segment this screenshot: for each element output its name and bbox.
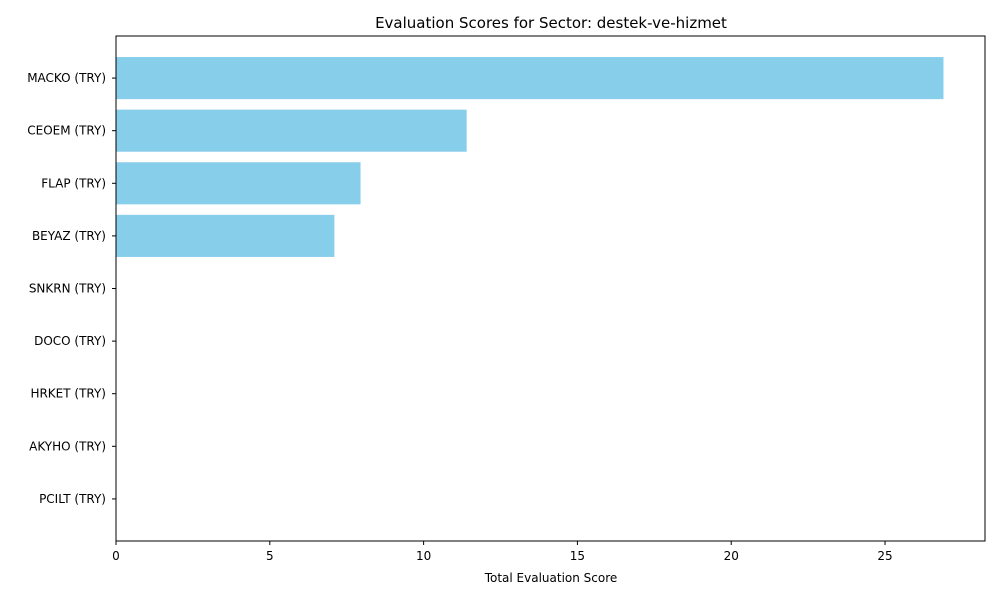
y-tick-label: HRKET (TRY): [30, 387, 106, 401]
bar-group: [116, 57, 944, 257]
chart-title: Evaluation Scores for Sector: destek-ve-…: [375, 14, 727, 32]
y-tick-label: SNKRN (TRY): [29, 282, 106, 296]
y-tick-label: CEOEM (TRY): [27, 124, 106, 138]
x-tick-label: 0: [112, 549, 120, 563]
x-tick-label: 15: [570, 549, 585, 563]
y-tick-label: FLAP (TRY): [41, 176, 106, 190]
y-tick-label: BEYAZ (TRY): [32, 229, 106, 243]
bar-beyaz: [116, 214, 335, 257]
x-axis-ticks: 0 5 10 15 20 25: [112, 541, 893, 563]
plot-frame: [115, 35, 986, 542]
y-axis-ticks: MACKO (TRY) CEOEM (TRY) FLAP (TRY) BEYAZ (T…: [27, 71, 116, 506]
x-tick-label: 25: [877, 549, 892, 563]
y-tick-label: DOCO (TRY): [34, 334, 106, 348]
y-tick-label: PCILT (TRY): [39, 492, 106, 506]
y-tick-label: AKYHO (TRY): [29, 439, 106, 453]
x-tick-label: 20: [724, 549, 739, 563]
x-tick-label: 5: [266, 549, 274, 563]
x-axis-label: Total Evaluation Score: [484, 571, 618, 585]
y-tick-label: MACKO (TRY): [27, 71, 106, 85]
bar-macko: [116, 57, 944, 100]
bar-flap: [116, 162, 361, 205]
x-tick-label: 10: [416, 549, 431, 563]
bar-ceoem: [116, 109, 467, 152]
